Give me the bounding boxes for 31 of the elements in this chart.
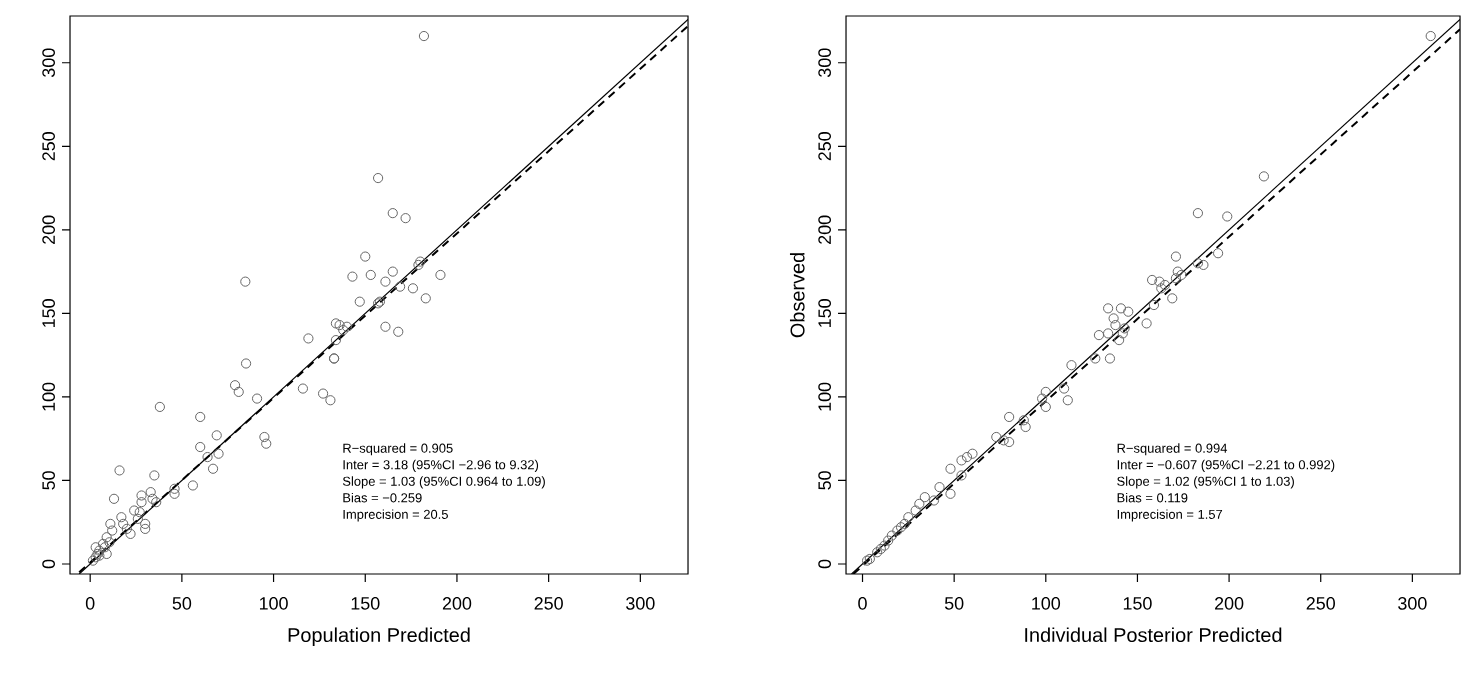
x-tick-label: 250 bbox=[534, 597, 563, 610]
x-tick-label: 150 bbox=[351, 597, 380, 610]
x-tick-label: 0 bbox=[858, 597, 867, 610]
y-tick-label: 150 bbox=[818, 299, 831, 327]
y-tick-label: 150 bbox=[42, 299, 55, 327]
y-tick-label: 50 bbox=[818, 471, 831, 490]
y-tick-label: 200 bbox=[818, 215, 831, 244]
y-tick-label: 250 bbox=[818, 132, 831, 161]
y-tick-label: 300 bbox=[818, 48, 831, 78]
x-tick-label: 0 bbox=[85, 597, 95, 610]
x-tick-label: 50 bbox=[172, 597, 192, 610]
y-tick-label: 250 bbox=[42, 132, 55, 161]
y-tick-label: 100 bbox=[818, 382, 831, 411]
y-tick-label: 100 bbox=[42, 382, 55, 411]
x-tick-label: 100 bbox=[1032, 597, 1061, 610]
y-tick-label: 0 bbox=[42, 559, 55, 569]
x-tick-label: 100 bbox=[259, 597, 288, 610]
x-tick-label: 200 bbox=[442, 597, 472, 610]
y-tick-label: 0 bbox=[818, 559, 831, 569]
y-tick-label: 200 bbox=[42, 215, 55, 244]
x-axis-title: Population Predicted bbox=[288, 627, 470, 646]
x-tick-label: 300 bbox=[626, 597, 655, 610]
x-tick-label: 250 bbox=[1306, 597, 1335, 610]
y-tick-label: 300 bbox=[42, 48, 55, 78]
x-tick-label: 300 bbox=[1398, 597, 1427, 610]
x-tick-label: 50 bbox=[944, 597, 964, 610]
x-axis-title: Individual Posterior Predicted bbox=[1025, 627, 1282, 643]
y-axis-title: Observed bbox=[789, 253, 805, 338]
x-tick-label: 150 bbox=[1123, 597, 1152, 610]
x-tick-label: 200 bbox=[1215, 597, 1244, 610]
y-tick-label: 50 bbox=[42, 471, 55, 490]
